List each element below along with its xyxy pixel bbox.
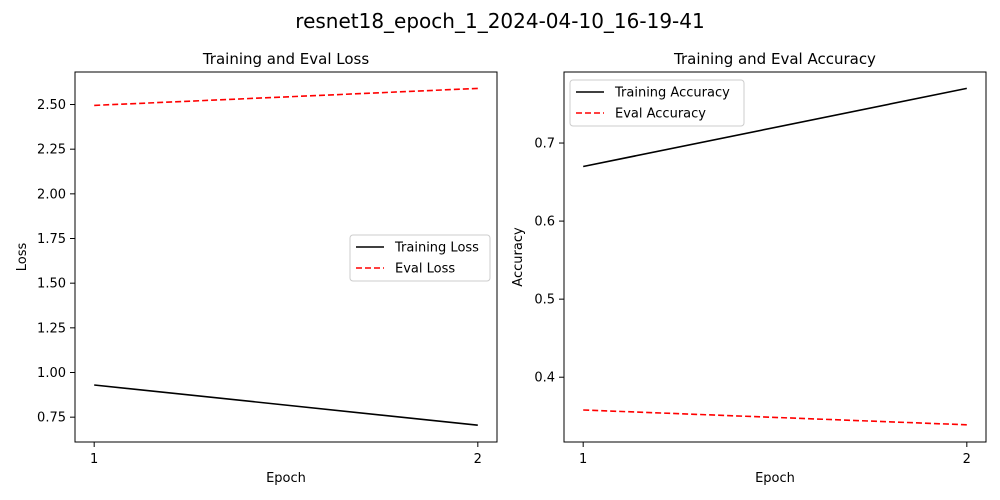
axes-frame [563, 71, 987, 443]
series-line-2 [583, 409, 967, 426]
x-axis-label: Epoch [755, 471, 795, 486]
x-axis-label: Epoch [266, 471, 306, 486]
legend-label: Eval Loss [395, 262, 455, 277]
x-tick-label: 1 [90, 452, 98, 467]
series-line-1 [94, 384, 478, 426]
y-axis-label: Loss [15, 243, 30, 272]
legend: Training Loss Eval Loss [349, 234, 491, 282]
x-tick-label: 2 [474, 452, 482, 467]
y-tick-label: 1.00 [37, 366, 66, 381]
y-tick-label: 0.75 [37, 411, 66, 426]
y-tick-label: 0.4 [534, 371, 555, 386]
series-line-2 [94, 87, 478, 107]
subplot-2: Training and Eval Accuracy 1 2 0.4 0.5 0.6 0.7… [511, 50, 987, 486]
y-tick-label: 0.7 [534, 137, 555, 152]
subplot-title: Training and Eval Accuracy [673, 50, 876, 68]
legend-label: Training Loss [394, 241, 479, 256]
y-tick-label: 2.00 [37, 187, 66, 202]
legend-label: Training Accuracy [614, 86, 730, 101]
legend-box [569, 79, 745, 127]
series-line-1 [583, 87, 967, 168]
y-tick-label: 0.6 [534, 215, 555, 230]
x-tick-label: 2 [963, 452, 971, 467]
subplot-1: Training and Eval Loss 1 2 0.75 1.00 1.25 1.50… [15, 50, 498, 486]
axes-frame [74, 71, 498, 443]
x-tick-label: 1 [579, 452, 587, 467]
y-tick-label: 2.50 [37, 98, 66, 113]
y-tick-label: 1.25 [37, 321, 66, 336]
figure-title: resnet18_epoch_1_2024-04-10_16-19-41 [295, 9, 704, 33]
legend: Training Accuracy Eval Accuracy [569, 79, 745, 127]
y-tick-label: 1.75 [37, 232, 66, 247]
y-tick-label: 0.5 [534, 293, 555, 308]
subplot-title: Training and Eval Loss [202, 50, 370, 68]
y-tick-label: 2.25 [37, 143, 66, 158]
legend-label: Eval Accuracy [615, 107, 706, 122]
y-tick-label: 1.50 [37, 277, 66, 292]
y-axis-label: Accuracy [511, 227, 526, 287]
legend-box [349, 234, 491, 282]
